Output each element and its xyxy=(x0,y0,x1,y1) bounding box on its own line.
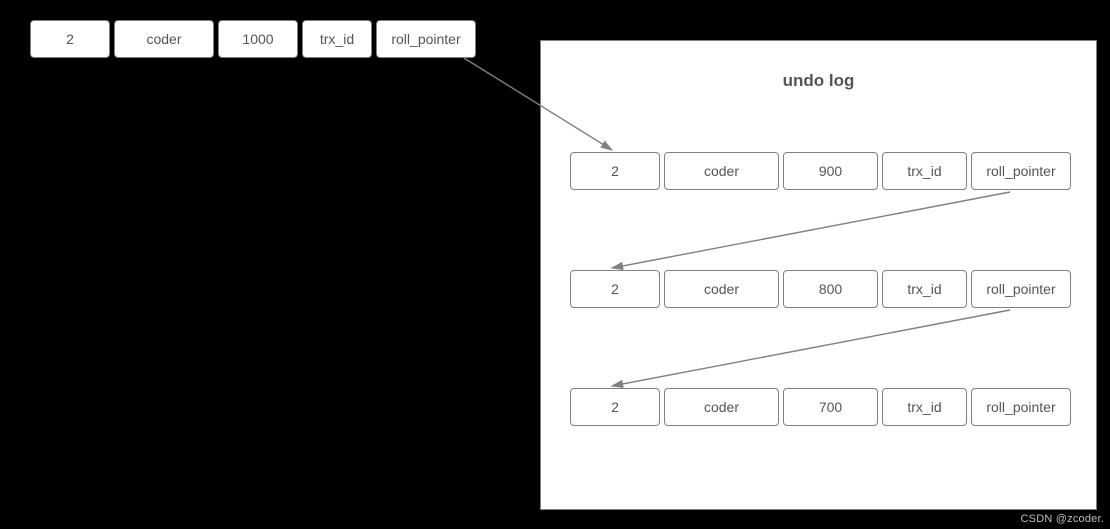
record-cell: roll_pointer xyxy=(971,270,1071,308)
record-cell: trx_id xyxy=(302,20,372,58)
undo-log-title: undo log xyxy=(541,71,1096,91)
record-cell: roll_pointer xyxy=(971,152,1071,190)
record-cell: trx_id xyxy=(882,388,967,426)
record-cell: 2 xyxy=(570,152,660,190)
record-cell: roll_pointer xyxy=(376,20,476,58)
record-cell: coder xyxy=(114,20,214,58)
record-cell: 700 xyxy=(783,388,878,426)
undo-row: 2coder900trx_idroll_pointer xyxy=(570,152,1075,190)
undo-row: 2coder800trx_idroll_pointer xyxy=(570,270,1075,308)
record-cell: roll_pointer xyxy=(971,388,1071,426)
watermark: CSDN @zcoder. xyxy=(1021,513,1104,525)
record-cell: coder xyxy=(664,388,779,426)
record-cell: trx_id xyxy=(882,270,967,308)
record-cell: 2 xyxy=(570,270,660,308)
record-cell: 800 xyxy=(783,270,878,308)
current-record-row: 2coder1000trx_idroll_pointer xyxy=(30,20,480,58)
record-cell: 2 xyxy=(570,388,660,426)
undo-row: 2coder700trx_idroll_pointer xyxy=(570,388,1075,426)
record-cell: coder xyxy=(664,270,779,308)
record-cell: 900 xyxy=(783,152,878,190)
record-cell: 2 xyxy=(30,20,110,58)
record-cell: coder xyxy=(664,152,779,190)
record-cell: 1000 xyxy=(218,20,298,58)
record-cell: trx_id xyxy=(882,152,967,190)
